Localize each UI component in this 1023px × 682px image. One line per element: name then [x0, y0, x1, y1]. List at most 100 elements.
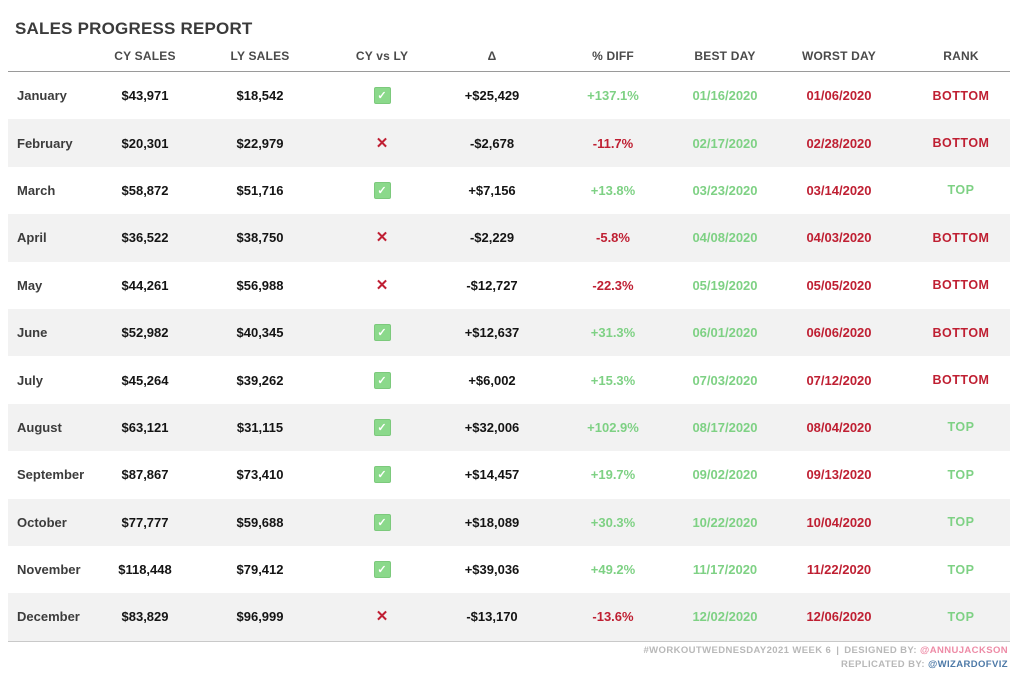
month-label: January [17, 88, 67, 104]
column-header-delta: Δ [487, 49, 497, 63]
pct-diff-value: +19.7% [590, 467, 636, 483]
table-row[interactable]: March $58,872 $51,716 ✓ ✕ +$7,156 +13.8%… [8, 167, 1010, 214]
table-row[interactable]: July $45,264 $39,262 ✓ ✕ +$6,002 +15.3% … [8, 356, 1010, 403]
cy-vs-ly-indicator: ✓ ✕ [322, 561, 442, 579]
month-label: May [17, 277, 43, 293]
rank-value: TOP [947, 467, 975, 482]
column-header-month [8, 49, 92, 63]
best-day-value: 04/08/2020 [692, 230, 758, 246]
x-icon: ✕ [375, 229, 389, 247]
best-day-value: 10/22/2020 [692, 514, 758, 530]
ly-sales-value: $39,262 [236, 372, 284, 388]
pct-diff-value: +30.3% [590, 514, 636, 530]
ly-sales-value: $18,542 [236, 88, 284, 104]
footer-line-2: REPLICATED BY: @WIZARDOFVIZ [644, 658, 1009, 672]
cy-vs-ly-indicator: ✓ ✕ [322, 87, 442, 105]
x-icon: ✕ [375, 134, 389, 152]
hashtag-text: #WORKOUTWEDNESDAY2021 WEEK 6 [643, 645, 832, 656]
month-label: February [17, 135, 73, 151]
x-icon: ✕ [375, 608, 389, 626]
cy-sales-value: $20,301 [121, 135, 169, 151]
separator: | [836, 645, 840, 656]
cy-sales-value: $45,264 [121, 372, 169, 388]
rank-value: BOTTOM [932, 136, 990, 151]
check-icon: ✓ [373, 181, 391, 199]
table-row[interactable]: June $52,982 $40,345 ✓ ✕ +$12,637 +31.3%… [8, 308, 1010, 357]
worst-day-value: 08/04/2020 [806, 419, 872, 435]
pct-diff-value: +49.2% [590, 562, 636, 578]
column-header-ly-sales: LY SALES [230, 49, 290, 63]
table-row[interactable]: November $118,448 $79,412 ✓ ✕ +$39,036 +… [8, 546, 1010, 593]
best-day-value: 09/02/2020 [692, 467, 758, 483]
cy-vs-ly-indicator: ✓ ✕ [322, 135, 442, 152]
pct-diff-value: +15.3% [590, 372, 636, 388]
cy-vs-ly-indicator: ✓ ✕ [322, 324, 442, 342]
ly-sales-value: $31,115 [236, 419, 284, 435]
worst-day-value: 03/14/2020 [806, 182, 872, 198]
rank-value: TOP [947, 562, 975, 577]
table-body: January $43,971 $18,542 ✓ ✕ +$25,429 +13… [8, 72, 1010, 642]
x-icon: ✕ [375, 276, 389, 294]
pct-diff-value: -13.6% [592, 609, 634, 625]
best-day-value: 03/23/2020 [692, 182, 758, 198]
replicated-by-label: REPLICATED BY: [841, 659, 925, 670]
cy-sales-value: $118,448 [118, 562, 172, 578]
worst-day-value: 01/06/2020 [806, 88, 872, 104]
table-row[interactable]: April $36,522 $38,750 ✓ ✕ -$2,229 -5.8% … [8, 214, 1010, 262]
table-row[interactable]: May $44,261 $56,988 ✓ ✕ -$12,727 -22.3% … [8, 262, 1010, 309]
delta-value: -$12,727 [466, 277, 518, 293]
rank-value: TOP [947, 420, 975, 435]
delta-value: -$2,229 [469, 230, 515, 246]
check-icon: ✓ [373, 418, 391, 436]
rank-value: BOTTOM [932, 230, 990, 245]
replicator-handle-link[interactable]: @WIZARDOFVIZ [927, 659, 1008, 670]
ly-sales-value: $38,750 [236, 230, 284, 246]
worst-day-value: 12/06/2020 [806, 609, 872, 625]
cy-sales-value: $52,982 [121, 325, 169, 341]
table-row[interactable]: December $83,829 $96,999 ✓ ✕ -$13,170 -1… [8, 593, 1010, 641]
cy-sales-value: $87,867 [121, 467, 169, 483]
worst-day-value: 11/22/2020 [806, 562, 872, 578]
best-day-value: 01/16/2020 [692, 88, 758, 104]
delta-value: -$2,678 [469, 135, 515, 151]
month-label: July [17, 372, 44, 388]
attribution-footer: #WORKOUTWEDNESDAY2021 WEEK 6 | DESIGNED BY… [644, 644, 1009, 672]
month-label: September [17, 467, 85, 483]
month-label: June [17, 325, 48, 341]
table-header: CY SALES LY SALES CY vs LY Δ % DIFF BEST… [8, 49, 1010, 72]
cy-sales-value: $77,777 [121, 514, 169, 530]
table-row[interactable]: October $77,777 $59,688 ✓ ✕ +$18,089 +30… [8, 498, 1010, 546]
cy-vs-ly-indicator: ✓ ✕ [322, 371, 442, 389]
check-icon: ✓ [373, 371, 391, 389]
delta-value: +$39,036 [464, 562, 520, 578]
cy-vs-ly-indicator: ✓ ✕ [322, 277, 442, 294]
ly-sales-value: $96,999 [236, 609, 284, 625]
worst-day-value: 10/04/2020 [806, 514, 872, 530]
check-icon: ✓ [373, 466, 391, 484]
best-day-value: 06/01/2020 [692, 325, 758, 341]
ly-sales-value: $40,345 [236, 325, 284, 341]
rank-value: BOTTOM [932, 278, 990, 293]
delta-value: +$7,156 [468, 182, 516, 198]
ly-sales-value: $79,412 [236, 562, 284, 578]
table-row[interactable]: February $20,301 $22,979 ✓ ✕ -$2,678 -11… [8, 119, 1010, 167]
designer-handle-link[interactable]: @ANNUJACKSON [920, 645, 1008, 656]
rank-value: BOTTOM [932, 373, 990, 388]
rank-value: TOP [947, 183, 975, 198]
pct-diff-value: -11.7% [592, 135, 634, 151]
ly-sales-value: $51,716 [236, 182, 284, 198]
table-row[interactable]: January $43,971 $18,542 ✓ ✕ +$25,429 +13… [8, 72, 1010, 119]
column-header-cy-sales: CY SALES [114, 49, 176, 63]
best-day-value: 02/17/2020 [692, 135, 758, 151]
ly-sales-value: $56,988 [236, 277, 284, 293]
cy-vs-ly-indicator: ✓ ✕ [322, 229, 442, 246]
ly-sales-value: $22,979 [236, 135, 284, 151]
best-day-value: 12/02/2020 [692, 609, 758, 625]
table-row[interactable]: September $87,867 $73,410 ✓ ✕ +$14,457 +… [8, 451, 1010, 498]
table-row[interactable]: August $63,121 $31,115 ✓ ✕ +$32,006 +102… [8, 403, 1010, 452]
pct-diff-value: -5.8% [596, 230, 630, 246]
month-label: October [17, 514, 67, 530]
rank-value: BOTTOM [932, 88, 990, 103]
ly-sales-value: $59,688 [236, 514, 284, 530]
